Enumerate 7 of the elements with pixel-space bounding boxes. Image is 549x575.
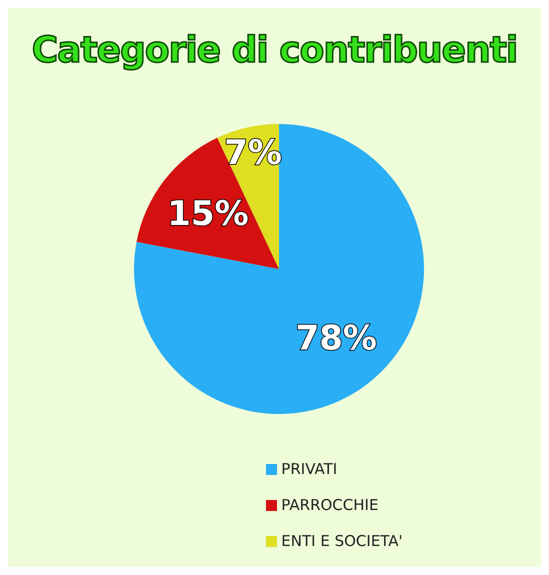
pie-slice	[134, 124, 424, 414]
chart-title: Categorie di contribuenti	[30, 29, 518, 73]
data-label: 15%	[167, 194, 249, 234]
legend-label: ENTI E SOCIETA'	[281, 532, 403, 550]
legend-label: PARROCCHIE	[281, 496, 378, 514]
legend-label: PRIVATI	[281, 460, 338, 478]
data-label: 78%	[296, 318, 377, 358]
